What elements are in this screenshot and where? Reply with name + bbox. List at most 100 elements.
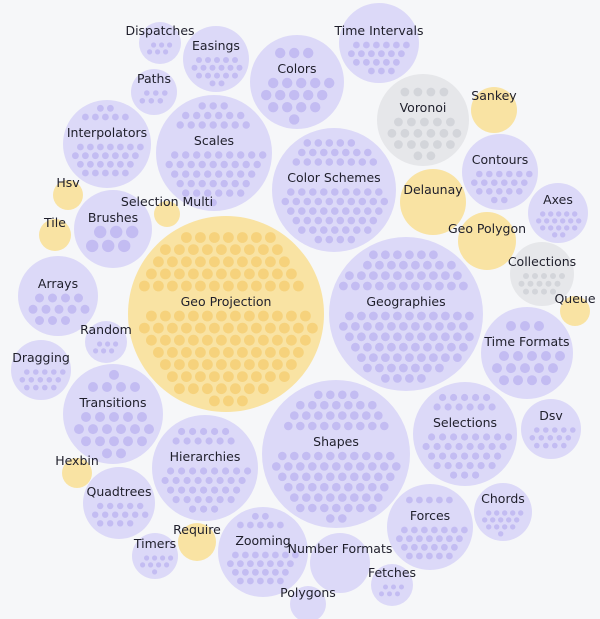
bubble-circle xyxy=(290,586,326,619)
bubble-dot-pattern xyxy=(281,139,389,244)
bubble-label: Forces xyxy=(410,508,450,523)
bubble-circle xyxy=(178,523,216,561)
bubble-label: Transitions xyxy=(79,395,147,410)
bubble-collections[interactable]: Collections xyxy=(508,242,576,306)
bubble-dot-pattern xyxy=(261,47,335,125)
bubble-label: Selections xyxy=(433,415,497,430)
bubble-label: Easings xyxy=(192,38,240,53)
bubble-contours[interactable]: Contours xyxy=(462,134,538,210)
bubble-hierarchies[interactable]: Hierarchies xyxy=(152,415,258,521)
bubble-random[interactable]: Random xyxy=(80,321,132,363)
bubble-label: Random xyxy=(80,322,132,337)
bubble-number-formats[interactable]: Number Formats xyxy=(288,533,393,593)
bubble-easings[interactable]: Easings xyxy=(183,26,249,92)
bubble-dot-pattern xyxy=(86,225,139,253)
bubble-label: Selection Multi xyxy=(121,194,213,209)
bubble-label: Time Formats xyxy=(483,334,569,349)
bubble-sankey[interactable]: Sankey xyxy=(471,87,517,133)
bubble-label: Sankey xyxy=(471,88,517,103)
bubble-hsv[interactable]: Hsv xyxy=(53,175,83,210)
bubble-label: Require xyxy=(173,522,221,537)
bubble-circle xyxy=(471,87,517,133)
bubble-dot-pattern xyxy=(139,90,168,104)
bubble-chords[interactable]: Chords xyxy=(474,483,532,541)
bubble-forces[interactable]: Forces xyxy=(387,484,473,570)
bubble-dragging[interactable]: Dragging xyxy=(11,340,71,400)
bubble-label: Scales xyxy=(194,133,234,148)
bubble-colors[interactable]: Colors xyxy=(250,35,344,129)
bubble-time-intervals[interactable]: Time Intervals xyxy=(334,3,424,83)
bubble-dot-pattern xyxy=(471,170,533,204)
bubble-label: Hierarchies xyxy=(170,449,241,464)
bubble-label: Chords xyxy=(481,491,525,506)
bubble-dispatches[interactable]: Dispatches xyxy=(125,22,195,64)
bubble-label: Time Intervals xyxy=(334,23,424,38)
bubble-dot-pattern xyxy=(348,41,410,75)
bubble-geo-polygon[interactable]: Geo Polygon xyxy=(448,212,526,270)
bubble-dot-pattern xyxy=(19,369,66,391)
bubble-dot-pattern xyxy=(28,293,90,325)
bubble-label: Interpolators xyxy=(67,125,147,140)
bubble-dot-pattern xyxy=(529,427,576,449)
bubble-geo-projection[interactable]: Geo Projection xyxy=(128,216,324,412)
bubble-queue[interactable]: Queue xyxy=(554,291,596,326)
bubble-label: Dispatches xyxy=(125,23,194,38)
bubble-label: Delaunay xyxy=(403,182,463,197)
bubble-fetches[interactable]: Fetches xyxy=(368,564,416,606)
bubble-circle xyxy=(53,180,83,210)
bubble-color-schemes[interactable]: Color Schemes xyxy=(272,128,396,252)
bubble-label: Voronoi xyxy=(400,100,447,115)
bubble-polygons[interactable]: Polygons xyxy=(280,585,336,619)
bubble-label: Collections xyxy=(508,254,576,269)
bubble-label: Axes xyxy=(543,192,573,207)
bubble-time-formats[interactable]: Time Formats xyxy=(481,307,573,399)
bubble-geographies[interactable]: Geographies xyxy=(329,237,483,391)
bubble-hexbin[interactable]: Hexbin xyxy=(55,453,99,488)
bubble-dot-pattern xyxy=(147,42,173,55)
bubble-label: Geo Polygon xyxy=(448,221,526,236)
bubble-tile[interactable]: Tile xyxy=(39,215,71,251)
bubble-voronoi[interactable]: Voronoi xyxy=(377,74,469,166)
bubble-label: Color Schemes xyxy=(287,170,380,185)
bubble-dot-pattern xyxy=(93,341,119,354)
bubble-circle xyxy=(83,467,155,539)
bubble-shapes[interactable]: Shapes xyxy=(262,380,410,528)
bubble-label: Zooming xyxy=(235,533,290,548)
bubble-axes[interactable]: Axes xyxy=(528,183,588,243)
bubble-timers[interactable]: Timers xyxy=(132,533,178,579)
bubble-zooming[interactable]: Zooming xyxy=(218,507,308,597)
bubble-label: Fetches xyxy=(368,565,416,580)
bubble-paths[interactable]: Paths xyxy=(131,69,177,115)
bubble-selections[interactable]: Selections xyxy=(413,382,517,486)
bubble-circle xyxy=(310,533,370,593)
bubble-dot-pattern xyxy=(272,390,401,523)
bubble-label: Geo Projection xyxy=(181,294,272,309)
bubble-require[interactable]: Require xyxy=(173,522,221,561)
bubble-dot-pattern xyxy=(227,512,299,585)
bubble-label: Dragging xyxy=(12,350,70,365)
bubble-transitions[interactable]: Transitions xyxy=(63,364,163,464)
bubble-label: Paths xyxy=(137,71,171,86)
bubble-label: Shapes xyxy=(313,434,359,449)
bubble-label: Number Formats xyxy=(288,541,393,556)
bubble-dot-pattern xyxy=(536,211,582,238)
bubble-dot-pattern xyxy=(74,369,154,459)
bubble-label: Hsv xyxy=(56,175,80,190)
bubble-circle xyxy=(18,256,98,336)
bubble-interpolators[interactable]: Interpolators xyxy=(63,100,151,188)
bubble-dot-pattern xyxy=(482,510,524,537)
bubble-brushes[interactable]: Brushes xyxy=(74,190,152,268)
bubble-arrays[interactable]: Arrays xyxy=(18,256,98,336)
bubble-scales[interactable]: Scales xyxy=(156,95,272,211)
bubble-dot-pattern xyxy=(72,104,144,177)
bubble-dot-pattern xyxy=(422,393,513,479)
bubble-label: Brushes xyxy=(88,210,138,225)
bubble-dot-pattern xyxy=(339,250,474,383)
bubble-dot-pattern xyxy=(139,232,318,407)
bubble-selection-multi[interactable]: Selection Multi xyxy=(121,194,213,227)
bubble-delaunay[interactable]: Delaunay xyxy=(400,169,466,235)
bubble-dsv[interactable]: Dsv xyxy=(521,399,581,459)
bubble-circle xyxy=(62,458,92,488)
bubble-quadtrees[interactable]: Quadtrees xyxy=(83,467,155,539)
